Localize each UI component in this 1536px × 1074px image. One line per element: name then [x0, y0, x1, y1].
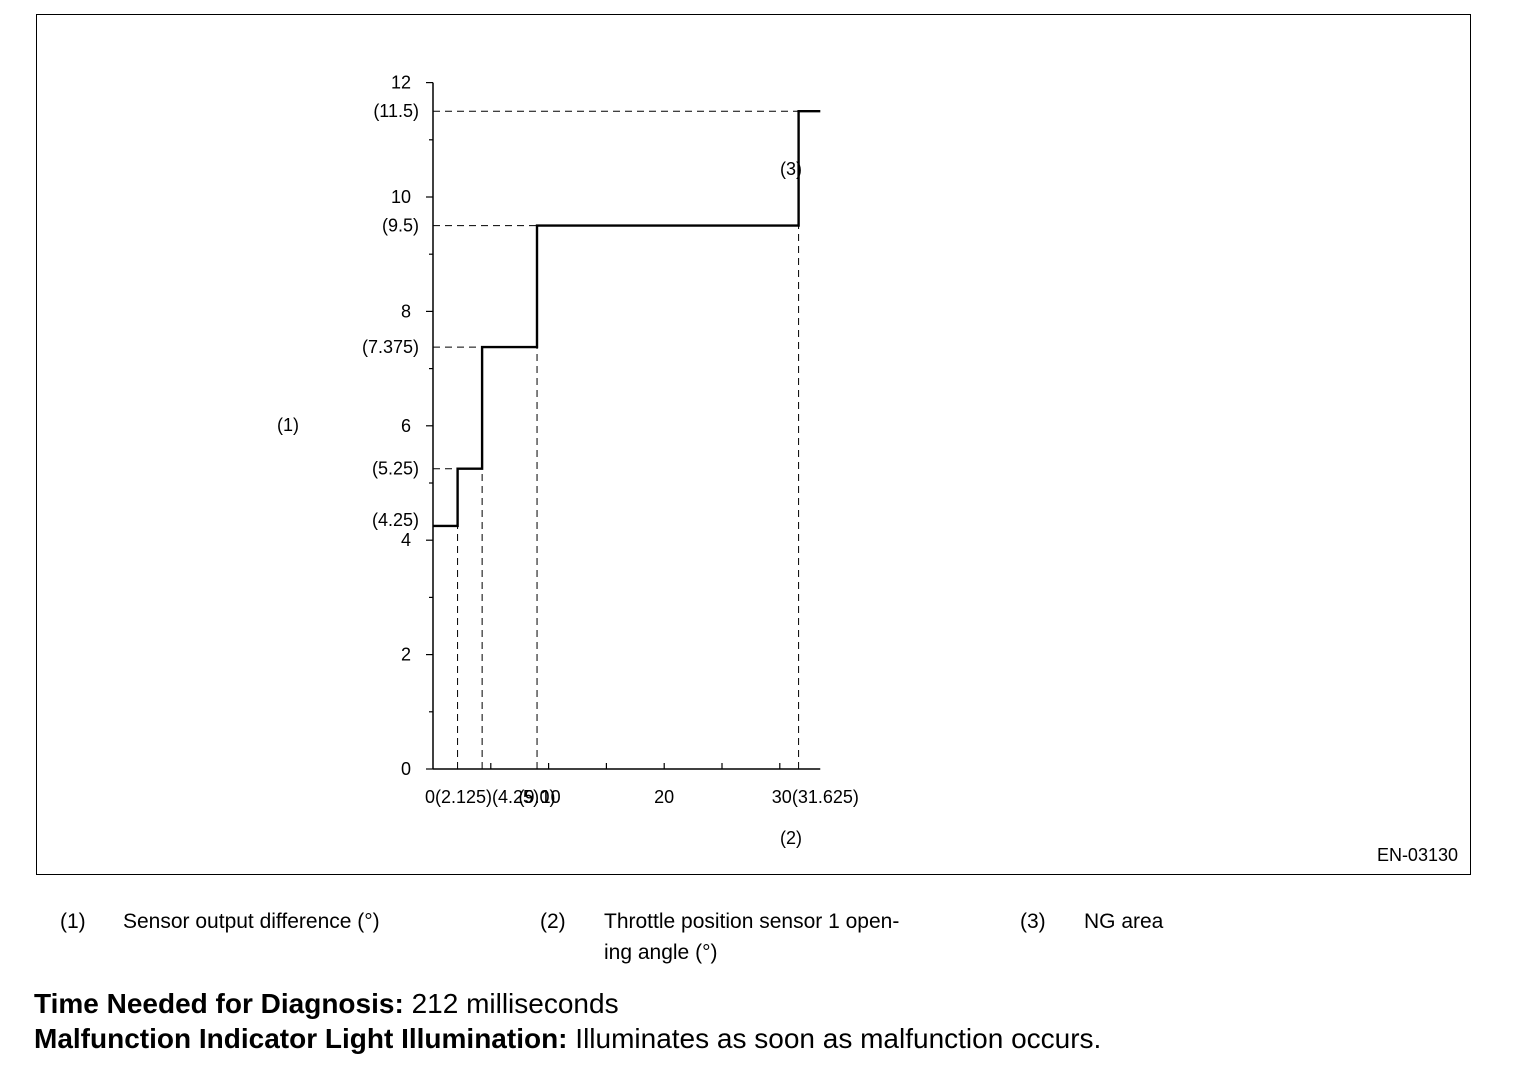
y-threshold-label: (5.25) — [372, 459, 419, 479]
y-threshold-label: (7.375) — [362, 337, 419, 357]
y-tick-label: 4 — [401, 530, 411, 550]
y-threshold-label: (11.5) — [373, 101, 419, 121]
legend-text: Sensor output difference (°) — [123, 910, 380, 933]
ng-area-ref: (3) — [780, 159, 802, 179]
y-axis-ref: (1) — [277, 415, 299, 435]
x-tick-label: 10 — [541, 787, 561, 807]
mil-illumination: Malfunction Indicator Light Illumination… — [34, 1023, 1101, 1055]
mil-illumination-label: Malfunction Indicator Light Illumination… — [34, 1023, 568, 1054]
y-tick-label: 12 — [391, 73, 411, 93]
x-tick-label: 30(31.625) — [772, 787, 859, 807]
x-axis-ref: (2) — [780, 828, 802, 848]
y-threshold-label: (9.5) — [382, 216, 419, 236]
legend-num: (2) — [540, 910, 566, 933]
legend-text-line1: Throttle position sensor 1 open- — [604, 910, 900, 933]
y-tick-label: 6 — [401, 416, 411, 436]
y-tick-label: 10 — [391, 187, 411, 207]
y-tick-label: 8 — [401, 301, 411, 321]
y-threshold-label: (4.25) — [372, 510, 419, 530]
x-tick-label: 20 — [654, 787, 674, 807]
legend-num: (3) — [1020, 910, 1046, 933]
step-series-line — [433, 110, 821, 528]
step-chart: 0 2 4 6 8 10 12 (11.5) (9.5) (7.375) (5.25) (4.25) 0… — [362, 73, 859, 807]
figure-id: EN-03130 — [1376, 845, 1458, 865]
legend-text-line2: ing angle (°) — [604, 941, 718, 964]
mil-illumination-value: Illuminates as soon as malfunction occur… — [567, 1023, 1102, 1054]
x-tick-label: 0(2.125)(4.25) — [425, 787, 539, 807]
y-tick-label: 2 — [401, 645, 411, 665]
legend-text: NG area — [1084, 910, 1164, 933]
y-tick-label: 0 — [401, 759, 411, 779]
diagnosis-time-label: Time Needed for Diagnosis: — [34, 988, 404, 1019]
legend-num: (1) — [60, 910, 86, 933]
legend-item-2: (2) Throttle position sensor 1 open- ing… — [540, 906, 1000, 970]
diagnosis-time: Time Needed for Diagnosis: 212 milliseco… — [34, 988, 619, 1020]
figure-frame: 0 2 4 6 8 10 12 (11.5) (9.5) (7.375) (5.25) (4.25) 0… — [36, 14, 1471, 875]
x-tick-label: (9.0) — [519, 787, 556, 807]
diagnosis-time-value: 212 milliseconds — [403, 988, 619, 1019]
